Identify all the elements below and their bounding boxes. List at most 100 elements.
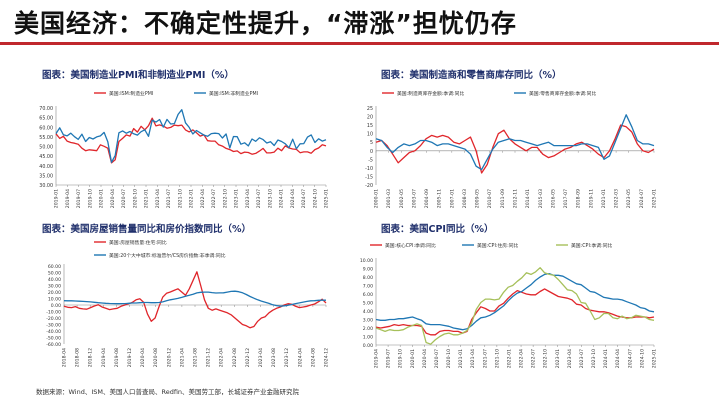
x-tick-label: 2002-05 xyxy=(399,189,405,208)
title-rule xyxy=(0,42,719,45)
x-tick-label: 2019-11 xyxy=(588,189,594,208)
x-tick-label: 2022-10 xyxy=(222,189,228,208)
series-line-cpi-1 xyxy=(375,272,655,331)
x-tick-label: 2017-07 xyxy=(563,189,569,208)
y-tick-label: 7.00 xyxy=(363,284,373,290)
x-tick-label: 2022-04 xyxy=(200,189,206,208)
x-tick-label: 2023-10 xyxy=(267,189,273,208)
x-tick-label: 2021-04 xyxy=(155,189,161,208)
x-tick-label: 2023-08 xyxy=(271,348,277,367)
x-tick-label: 2022-04 xyxy=(519,349,525,368)
x-tick-label: 2020-10 xyxy=(446,349,452,368)
y-tick-label: -50.00 xyxy=(46,336,61,342)
data-source-note: 数据来源：Wind、ISM、美国人口普查局、Redfin、美国劳工部，长城证券产… xyxy=(36,388,300,396)
y-tick-label: 0.00 xyxy=(51,303,61,309)
x-tick-label: 2003-07 xyxy=(411,189,417,208)
series-line-pmi-1 xyxy=(55,109,327,163)
x-tick-label: 2007-01 xyxy=(449,189,455,208)
x-tick-label: 2022-07 xyxy=(531,349,537,368)
y-tick-label: -40.00 xyxy=(46,329,61,335)
x-tick-label: 2024-08 xyxy=(310,348,316,367)
x-tick-label: 2024-01 xyxy=(279,189,285,208)
x-tick-label: 2019-04 xyxy=(374,349,380,368)
legend-label: 美国:20个大中城市:标准普尔/CS房价指数:非季调:同比 xyxy=(109,252,226,259)
x-tick-label: 2004-09 xyxy=(424,189,430,208)
x-tick-label: 2018-04 xyxy=(62,348,68,367)
x-tick-label: 2019-10 xyxy=(87,189,93,208)
x-tick-label: 2021-04 xyxy=(470,349,476,368)
x-tick-label: 2022-04 xyxy=(219,348,225,367)
x-tick-label: 2019-04 xyxy=(101,348,107,367)
y-tick-label: -10.00 xyxy=(46,310,61,316)
y-tick-label: 35.00 xyxy=(39,173,53,179)
x-tick-label: 2019-01 xyxy=(54,189,60,208)
y-tick-label: 40.00 xyxy=(48,277,61,283)
x-tick-label: 2021-08 xyxy=(193,348,199,367)
y-tick-label: 4.00 xyxy=(363,309,373,315)
legend-label: 美国:制造商库存金额:季调:同比 xyxy=(397,90,464,97)
series-line-inventory-0 xyxy=(375,124,655,174)
series-line-housing-0 xyxy=(63,271,327,329)
x-tick-label: 2016-05 xyxy=(550,189,556,208)
legend-label: 美国:核心CPI:季调:同比 xyxy=(385,242,436,249)
y-tick-label: -5 xyxy=(368,157,373,163)
y-tick-label: 55.00 xyxy=(39,135,53,141)
legend-label: 美国:CPI:住房:同比 xyxy=(477,242,518,249)
y-tick-label: 2.00 xyxy=(363,326,373,332)
y-tick-label: 0.00 xyxy=(363,343,373,349)
x-tick-label: 2019-12 xyxy=(127,348,133,367)
series-line-housing-1 xyxy=(63,290,327,307)
y-tick-label: 25 xyxy=(367,106,373,112)
y-tick-label: 1.00 xyxy=(363,335,373,341)
x-tick-label: 2020-07 xyxy=(434,349,440,368)
x-tick-label: 2023-04 xyxy=(258,348,264,367)
x-tick-label: 2015-03 xyxy=(538,189,544,208)
series-line-pmi-0 xyxy=(55,117,327,164)
x-tick-label: 2000-01 xyxy=(374,189,380,208)
x-tick-label: 2023-01 xyxy=(555,349,561,368)
x-tick-label: 2022-03 xyxy=(614,189,620,208)
x-tick-label: 2023-01 xyxy=(234,189,240,208)
x-tick-label: 2024-04 xyxy=(615,349,621,368)
x-tick-label: 2023-12 xyxy=(284,348,290,367)
x-tick-label: 2024-01 xyxy=(603,349,609,368)
legend-label: 美国:ISM:非制造业PMI xyxy=(209,90,258,97)
chart-title-pmi: 图表：美国制造业PMI和非制造业PMI（%） xyxy=(42,70,234,81)
x-tick-label: 2012-11 xyxy=(513,189,519,208)
x-tick-label: 2025-01 xyxy=(324,189,330,208)
x-tick-label: 2021-01 xyxy=(144,189,150,208)
x-tick-label: 2018-08 xyxy=(75,348,81,367)
series-line-inventory-1 xyxy=(375,114,655,171)
x-tick-label: 2024-10 xyxy=(312,189,318,208)
x-tick-label: 2020-10 xyxy=(132,189,138,208)
y-axis: -20 -15 -10 -5 0 5 10 15 20 25 xyxy=(365,106,377,189)
y-tick-label: 20.00 xyxy=(48,290,61,296)
y-tick-label: 10.00 xyxy=(360,258,373,264)
x-tick-label: 2020-04 xyxy=(422,349,428,368)
y-axis: 0.00 1.00 2.00 3.00 4.00 5.00 6.00 7.00 8.00 9.00… xyxy=(360,258,377,349)
x-tick-label: 2023-04 xyxy=(567,349,573,368)
x-tick-label: 2021-12 xyxy=(206,348,212,367)
y-tick-label: 8.00 xyxy=(363,275,373,281)
x-tick-label: 2022-08 xyxy=(232,348,238,367)
x-tick-label: 2020-08 xyxy=(153,348,159,367)
x-tick-label: 2024-10 xyxy=(639,349,645,368)
x-tick-label: 2023-04 xyxy=(245,189,251,208)
x-tick-label: 2019-10 xyxy=(398,349,404,368)
legend-label: 美国:零售商库存金额:季调:同比 xyxy=(529,90,596,97)
x-tick-label: 2024-07 xyxy=(639,189,645,208)
x-axis: 2018-04 2018-08 2018-12 2019-04 2019-08 2019-… xyxy=(62,305,330,367)
x-tick-label: 2024-04 xyxy=(290,189,296,208)
y-tick-label: -30.00 xyxy=(46,323,61,329)
x-tick-label: 2009-05 xyxy=(475,189,481,208)
x-tick-label: 2021-10 xyxy=(494,349,500,368)
y-tick-label: 6.00 xyxy=(363,292,373,298)
y-tick-label: 70.00 xyxy=(39,106,53,112)
x-tick-label: 2022-10 xyxy=(543,349,549,368)
x-tick-label: 2022-01 xyxy=(189,189,195,208)
page-title: 美国经济：不确定性提升，“滞涨”担忧仍存 xyxy=(14,9,517,38)
x-tick-label: 2022-07 xyxy=(211,189,217,208)
y-tick-label: 65.00 xyxy=(39,116,53,122)
x-tick-label: 2021-01 xyxy=(458,349,464,368)
chart-title-cpi: 图表：美国CPI同比（%） xyxy=(381,224,494,235)
